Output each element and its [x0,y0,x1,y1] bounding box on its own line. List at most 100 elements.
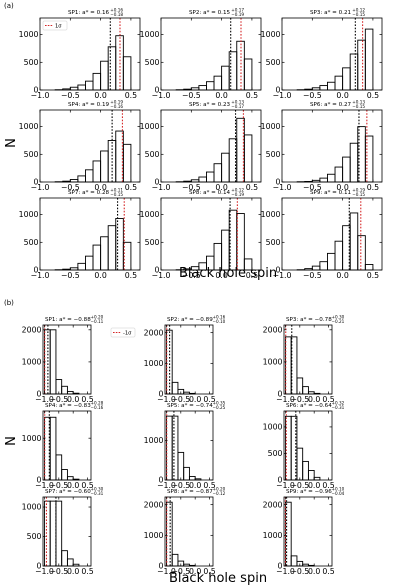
x-tick-label: −0.5 [182,91,201,100]
panel-0-sp2: −1.0 −0.5 0.0 0.5 0 500 1000 SP2: a* = 0.15 +0.1… [140,8,262,100]
x-tick-label: 0.0 [215,271,227,280]
histogram-bar [284,501,292,567]
x-tick-label: 0.5 [125,271,137,280]
panel-title: SP8: a* = −0.87 [167,489,213,495]
x-tick-label: −1.0 [31,91,50,100]
panel-title: SP3: a* = −0.78 [286,317,332,323]
x-tick-label: 0.5 [203,395,215,404]
histogram-bar [171,553,179,567]
y-tick-label: 0 [159,562,164,571]
histogram-bar [84,169,94,183]
histogram-bar [100,236,109,271]
y-tick-label: 0 [37,390,42,399]
histogram-bar [171,415,179,481]
histogram-bar [115,218,124,271]
error-lower: −0.19 [231,12,244,17]
y-tick-label: 500 [268,449,283,458]
histogram-bar [284,336,292,395]
x-tick-label: −1.0 [276,567,295,576]
error-lower: −0.15 [352,104,365,109]
histogram-bar [357,39,366,91]
histogram-bar [349,53,359,91]
y-tick-label: 500 [24,58,39,67]
x-tick-label: 0.5 [125,183,137,192]
axes-frame [42,410,92,481]
error-upper: +0.12 [352,8,365,13]
error-upper: +0.20 [213,487,226,492]
y-tick-label: 1000 [263,531,283,540]
error-lower: −0.16 [91,405,104,410]
y-tick-label: 0 [155,178,160,187]
x-tick-label: −1.0 [35,481,54,490]
x-tick-label: −1.0 [157,395,176,404]
histogram-bar [319,85,328,91]
histogram-bar [236,117,245,183]
x-tick-label: 0.5 [246,183,258,192]
axes-frame [281,17,383,91]
y-tick-label: 2000 [263,325,283,334]
histogram-bar [311,265,321,271]
error-lower: −0.21 [332,319,345,324]
error-upper: +0.12 [231,188,244,193]
histogram-bar [349,142,359,183]
error-upper: +0.19 [352,188,365,193]
panel-title: SP9: a* = −0.96 [286,489,332,495]
y-tick-label: 0 [159,390,164,399]
x-tick-label: 0.5 [367,91,379,100]
y-tick-label: 500 [145,150,160,159]
panel-title: SP2: a* = 0.15 [189,10,231,16]
x-tick-label: 0.0 [94,183,106,192]
error-lower: −0.16 [110,104,123,109]
x-tick-label: −0.5 [61,183,80,192]
axes-frame [42,496,92,567]
x-tick-label: −0.5 [182,183,201,192]
histogram-bar [334,166,344,183]
histogram-bar [327,173,336,183]
figure-b-xlabel: Black hole spin [169,571,267,585]
x-tick-label: 0.0 [94,91,106,100]
panel-0-sp1: −1.0 −0.5 0.0 0.5 0 500 1000 SP1: a* = 0.16 +0.1… [19,8,141,100]
axes-frame [283,324,333,395]
error-upper: +0.17 [231,8,244,13]
y-tick-label: 500 [24,150,39,159]
y-tick-label: 500 [266,58,281,67]
histogram-bar [327,81,336,91]
error-upper: +0.35 [213,401,226,406]
x-tick-label: 0.0 [94,271,106,280]
y-tick-label: 2000 [263,500,283,509]
y-tick-label: 0 [155,266,160,275]
histogram-bar [342,156,351,183]
error-lower: −0.15 [352,12,365,17]
histogram-bar [188,476,196,481]
error-lower: −0.18 [110,12,123,17]
x-tick-label: 0.5 [322,567,334,576]
y-tick-label: 1000 [263,358,283,367]
x-tick-label: −1.0 [273,271,292,280]
x-tick-label: −0.5 [61,271,80,280]
x-tick-label: 0.0 [67,481,79,490]
y-tick-label: 2000 [144,328,164,337]
y-tick-label: 0 [278,562,283,571]
histogram-bar [77,262,86,271]
panel-0-sp3: −1.0 −0.5 0.0 0.5 0 500 1000 SP3: a* = 0.21 +0.1… [261,8,383,100]
histogram-bar [302,460,309,481]
y-tick-label: 1000 [144,436,164,445]
y-tick-label: 1000 [19,210,39,219]
histogram-bar [243,58,253,91]
histogram-bar [290,555,298,567]
y-tick-label: 0 [155,86,160,95]
x-tick-label: 0.0 [336,183,348,192]
axes-frame [42,324,92,395]
axes-frame [39,17,141,91]
error-lower: −0.15 [352,192,365,197]
axes-frame [160,17,262,91]
legend-label: 1σ [55,23,62,29]
panel-title: SP8: a* = 0.14 [189,190,231,196]
x-tick-label: −1.0 [35,395,54,404]
y-tick-label: 0 [37,562,42,571]
x-tick-label: 0.0 [189,567,201,576]
histogram-bar [213,75,223,91]
axes-frame [283,496,333,567]
x-tick-label: −0.5 [303,271,322,280]
